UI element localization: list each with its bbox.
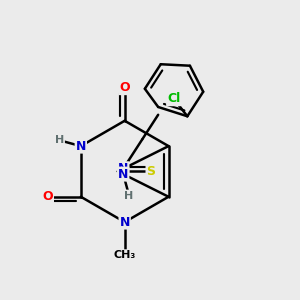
Text: CH₃: CH₃ bbox=[114, 250, 136, 260]
Text: N: N bbox=[76, 140, 86, 153]
Text: H: H bbox=[55, 135, 64, 145]
Text: N: N bbox=[118, 168, 128, 181]
Text: N: N bbox=[119, 216, 130, 229]
Text: N: N bbox=[118, 162, 128, 175]
Text: O: O bbox=[119, 81, 130, 94]
Text: S: S bbox=[146, 165, 155, 178]
Text: Cl: Cl bbox=[167, 92, 180, 105]
Text: H: H bbox=[124, 190, 134, 200]
Text: O: O bbox=[42, 190, 53, 203]
